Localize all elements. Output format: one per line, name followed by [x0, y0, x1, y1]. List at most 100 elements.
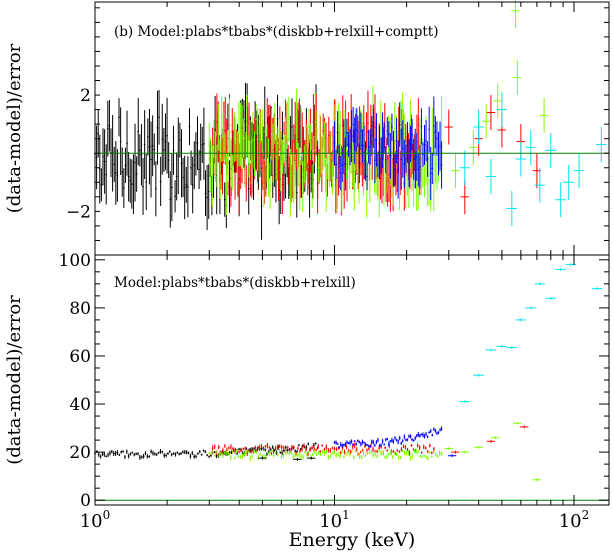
- bottom-series-0-black-point: [154, 452, 156, 456]
- bottom-series-8-cyan-point: [591, 287, 603, 291]
- top-series-0-black-point: [183, 155, 186, 220]
- bottom-series-5-green-point: [474, 445, 483, 449]
- top-series-6-cyan-point: [515, 141, 526, 177]
- x-axis-label: Energy (keV): [289, 529, 416, 551]
- top-series-0-black-point: [113, 146, 116, 182]
- top-series-0-black-point: [142, 157, 144, 215]
- bottom-series-3-blue-point: [335, 440, 337, 445]
- bottom-series-2-green-point: [421, 455, 423, 459]
- top-series-2-green-point: [234, 117, 237, 162]
- bottom-series-2-green-point: [321, 449, 324, 454]
- top-series-2-green-point: [330, 131, 332, 181]
- bottom-series-3-blue-point: [420, 433, 423, 436]
- top-series-3-blue-point: [397, 140, 399, 199]
- bottom-series-0-black-point: [155, 452, 158, 457]
- top-series-2-green-point: [322, 135, 324, 171]
- top-series-3-blue-point: [358, 143, 361, 184]
- top-panel-annotation: (b) Model:plabs*tbabs*(diskbb+relxill+co…: [114, 24, 439, 40]
- top-series-3-blue-point: [374, 137, 376, 184]
- bottom-series-0-black-point: [187, 451, 190, 455]
- bottom-series-2-green-point: [274, 449, 277, 454]
- bottom-series-0-black-point: [195, 454, 197, 459]
- top-series-0-black-point: [191, 156, 194, 214]
- bottom-series-2-green-point: [388, 452, 390, 457]
- bottom-series-2-green-point: [214, 453, 216, 458]
- bottom-series-0-black-point: [112, 451, 115, 456]
- bottom-series-2-green-point: [407, 450, 410, 456]
- bottom-series-6-red-point: [520, 425, 529, 429]
- bottom-series-2-green-point: [319, 452, 322, 457]
- bottom-series-2-green-point: [358, 453, 361, 459]
- bottom-series-2-green-point: [376, 454, 378, 459]
- top-series-1-red-point: [231, 108, 234, 156]
- top-series-3-blue-point: [405, 144, 407, 174]
- top-series-0-black-point: [172, 125, 175, 176]
- top-series-5-green-point: [513, 60, 522, 96]
- top-series-2-green-point: [314, 92, 317, 152]
- bottom-series-5-green-point: [491, 436, 500, 440]
- bottom-series-0-black-point: [206, 454, 209, 457]
- bottom-series-8-cyan-point: [525, 306, 536, 310]
- top-series-5-green-point: [469, 129, 478, 165]
- bottom-series-3-blue-point: [375, 440, 378, 445]
- top-series-3-blue-point: [352, 106, 354, 143]
- bottom-series-3-blue-point: [403, 434, 406, 440]
- bottom-series-0-black-point: [271, 445, 274, 450]
- bottom-series-2-green-point: [249, 455, 252, 461]
- bottom-series-0-black-point: [103, 451, 106, 457]
- top-series-2-green-point: [303, 145, 306, 184]
- top-series-3-blue-point: [425, 120, 427, 162]
- top-y-axis-label: (data-model)/error: [4, 43, 25, 213]
- top-series-2-green-point: [220, 96, 223, 163]
- bottom-series-1-red-point: [331, 446, 334, 450]
- bottom-series-0-black-point: [168, 450, 171, 453]
- top-series-1-red-point: [365, 112, 368, 152]
- top-series-0-black-point: [158, 90, 160, 145]
- top-series-1-red-point: [277, 138, 280, 202]
- bottom-series-2-green-point: [296, 453, 298, 457]
- bottom-series-2-green-point: [378, 449, 380, 453]
- y-tick-label: 2: [80, 86, 91, 106]
- bottom-series-3-blue-point: [372, 439, 375, 445]
- top-series-2-green-point: [216, 144, 218, 188]
- top-series-0-black-point: [100, 168, 103, 202]
- top-series-2-green-point: [217, 103, 220, 151]
- top-series-2-green-point: [219, 140, 222, 199]
- top-series-2-green-point: [269, 162, 271, 209]
- top-series-6-cyan-point: [595, 127, 607, 162]
- bottom-series-3-blue-point: [377, 437, 379, 443]
- bottom-series-6-red-point: [451, 450, 460, 454]
- top-series-0-black-point: [126, 110, 128, 176]
- bottom-series-1-red-point: [282, 445, 285, 451]
- bottom-series-1-red-point: [402, 444, 405, 449]
- bottom-series-0-black-point: [125, 449, 128, 455]
- bottom-series-1-red-point: [323, 447, 326, 452]
- top-series-2-green-point: [255, 103, 257, 135]
- top-series-1-red-point: [287, 144, 290, 185]
- top-series-2-green-point: [211, 145, 214, 206]
- top-series-3-blue-point: [420, 108, 423, 145]
- bottom-series-3-blue-point: [409, 434, 412, 439]
- top-series-0-black-point: [122, 168, 125, 208]
- bottom-series-1-red-point: [368, 446, 370, 451]
- bottom-series-2-green-point: [374, 451, 377, 457]
- bottom-series-1-red-point: [410, 444, 413, 447]
- top-series-2-green-point: [336, 146, 338, 213]
- top-series-0-black-point: [196, 116, 199, 170]
- bottom-series-1-red-point: [240, 448, 242, 453]
- bottom-series-2-green-point: [276, 452, 279, 457]
- top-series-0-black-point: [118, 98, 120, 137]
- top-series-0-black-point: [130, 159, 133, 209]
- top-series-2-green-point: [230, 138, 232, 188]
- bottom-series-0-black-point: [101, 452, 104, 456]
- bottom-series-1-red-point: [400, 447, 403, 452]
- top-series-6-cyan-point: [525, 129, 536, 165]
- top-series-2-green-point: [278, 117, 281, 150]
- bottom-series-0-black-point: [122, 450, 124, 453]
- bottom-series-1-red-point: [303, 443, 305, 449]
- bottom-series-2-green-point: [226, 451, 228, 456]
- top-series-2-green-point: [214, 131, 217, 182]
- top-series-0-black-point: [135, 156, 138, 192]
- bottom-series-1-red-point: [392, 449, 395, 453]
- x-tick-label: 102: [559, 508, 590, 532]
